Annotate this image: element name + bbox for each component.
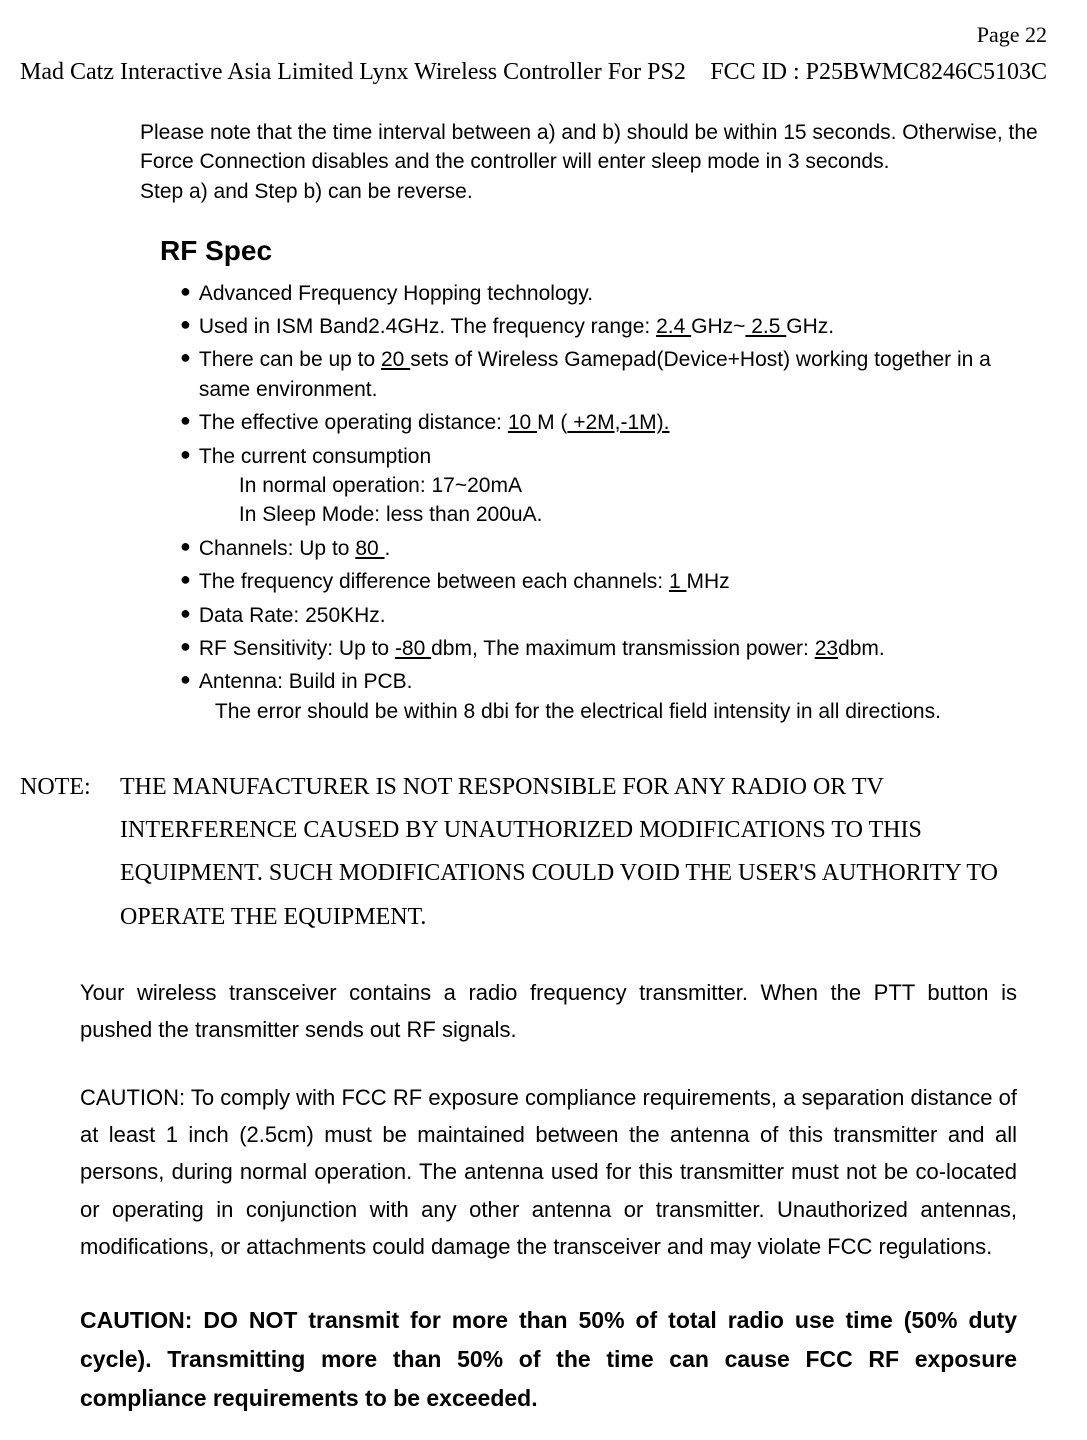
rf-item-7-text: The frequency difference between each ch… (199, 567, 1047, 596)
bullet-icon: ● (180, 634, 191, 663)
bullet-icon: ● (180, 442, 191, 530)
rf-item-6: ● Channels: Up to 80 . (180, 534, 1047, 563)
rf-item-3: ● There can be up to 20 sets of Wireless… (180, 345, 1047, 404)
page-number: Page 22 (20, 20, 1047, 51)
rf-item-5: ● The current consumption In normal oper… (180, 442, 1047, 530)
paragraph-2: CAUTION: To comply with FCC RF exposure … (80, 1079, 1017, 1266)
paragraph-3: CAUTION: DO NOT transmit for more than 5… (80, 1301, 1017, 1418)
rf-spec-list: ● Advanced Frequency Hopping technology.… (180, 279, 1047, 726)
bullet-icon: ● (180, 567, 191, 596)
rf-item-8: ● Data Rate: 250KHz. (180, 601, 1047, 630)
header-left: Mad Catz Interactive Asia Limited Lynx W… (20, 56, 686, 90)
rf-item-4-text: The effective operating distance: 10 M (… (199, 408, 1047, 437)
rf-item-9-text: RF Sensitivity: Up to -80 dbm, The maxim… (199, 634, 1047, 663)
rf-item-7: ● The frequency difference between each … (180, 567, 1047, 596)
note-content: THE MANUFACTURER IS NOT RESPONSIBLE FOR … (120, 766, 1047, 939)
rf-item-1: ● Advanced Frequency Hopping technology. (180, 279, 1047, 308)
rf-item-10-text: Antenna: Build in PCB. The error should … (199, 667, 1047, 726)
bullet-icon: ● (180, 601, 191, 630)
rf-item-9: ● RF Sensitivity: Up to -80 dbm, The max… (180, 634, 1047, 663)
bullet-icon: ● (180, 408, 191, 437)
intro-block: Please note that the time interval betwe… (140, 119, 1047, 206)
bullet-icon: ● (180, 534, 191, 563)
rf-item-5-text: The current consumption In normal operat… (199, 442, 1047, 530)
paragraph-1: Your wireless transceiver contains a rad… (80, 974, 1017, 1049)
bullet-icon: ● (180, 279, 191, 308)
intro-line-2: Step a) and Step b) can be reverse. (140, 178, 1047, 206)
note-section: NOTE: THE MANUFACTURER IS NOT RESPONSIBL… (20, 766, 1047, 939)
header-right: FCC ID : P25BWMC8246C5103C (710, 56, 1047, 90)
note-label: NOTE: (20, 766, 120, 939)
intro-line-1: Please note that the time interval betwe… (140, 119, 1047, 176)
bullet-icon: ● (180, 345, 191, 404)
bullet-icon: ● (180, 312, 191, 341)
rf-item-2: ● Used in ISM Band2.4GHz. The frequency … (180, 312, 1047, 341)
bullet-icon: ● (180, 667, 191, 726)
rf-item-1-text: Advanced Frequency Hopping technology. (199, 279, 1047, 308)
rf-item-6-text: Channels: Up to 80 . (199, 534, 1047, 563)
document-header: Mad Catz Interactive Asia Limited Lynx W… (20, 56, 1047, 90)
rf-item-8-text: Data Rate: 250KHz. (199, 601, 1047, 630)
rf-item-2-text: Used in ISM Band2.4GHz. The frequency ra… (199, 312, 1047, 341)
rf-item-10: ● Antenna: Build in PCB. The error shoul… (180, 667, 1047, 726)
rf-item-4: ● The effective operating distance: 10 M… (180, 408, 1047, 437)
rf-spec-heading: RF Spec (160, 231, 1047, 270)
rf-item-3-text: There can be up to 20 sets of Wireless G… (199, 345, 1047, 404)
